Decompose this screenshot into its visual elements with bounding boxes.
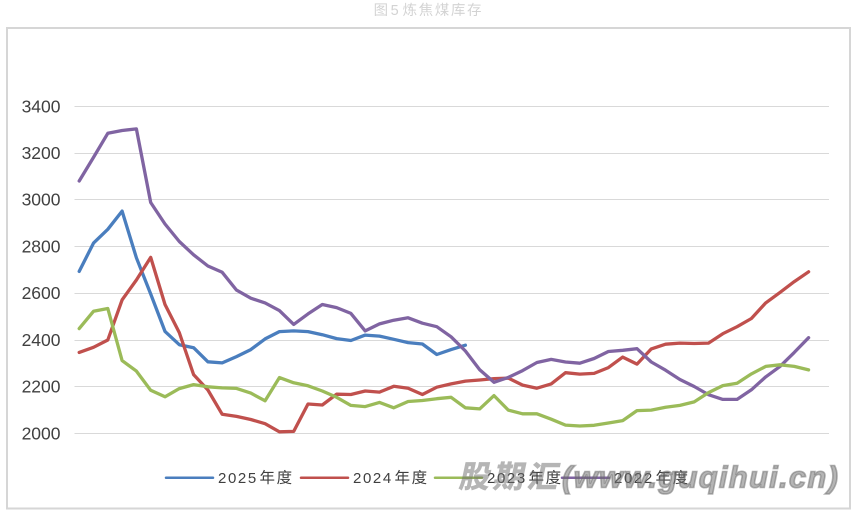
svg-text:2800: 2800 [22,236,61,256]
svg-text:(www.guqihui.cn): (www.guqihui.cn) [562,460,839,495]
svg-text:3400: 3400 [22,96,61,116]
svg-text:2022: 2022 [614,470,654,487]
svg-text:5: 5 [391,3,399,19]
svg-text:2600: 2600 [22,283,61,303]
svg-text:3000: 3000 [22,190,61,210]
svg-text:2200: 2200 [22,377,61,397]
svg-text:2400: 2400 [22,330,61,350]
svg-text:3200: 3200 [22,143,61,163]
svg-text:2025: 2025 [218,470,258,487]
svg-text:2024: 2024 [353,470,393,487]
svg-text:2000: 2000 [22,423,61,443]
